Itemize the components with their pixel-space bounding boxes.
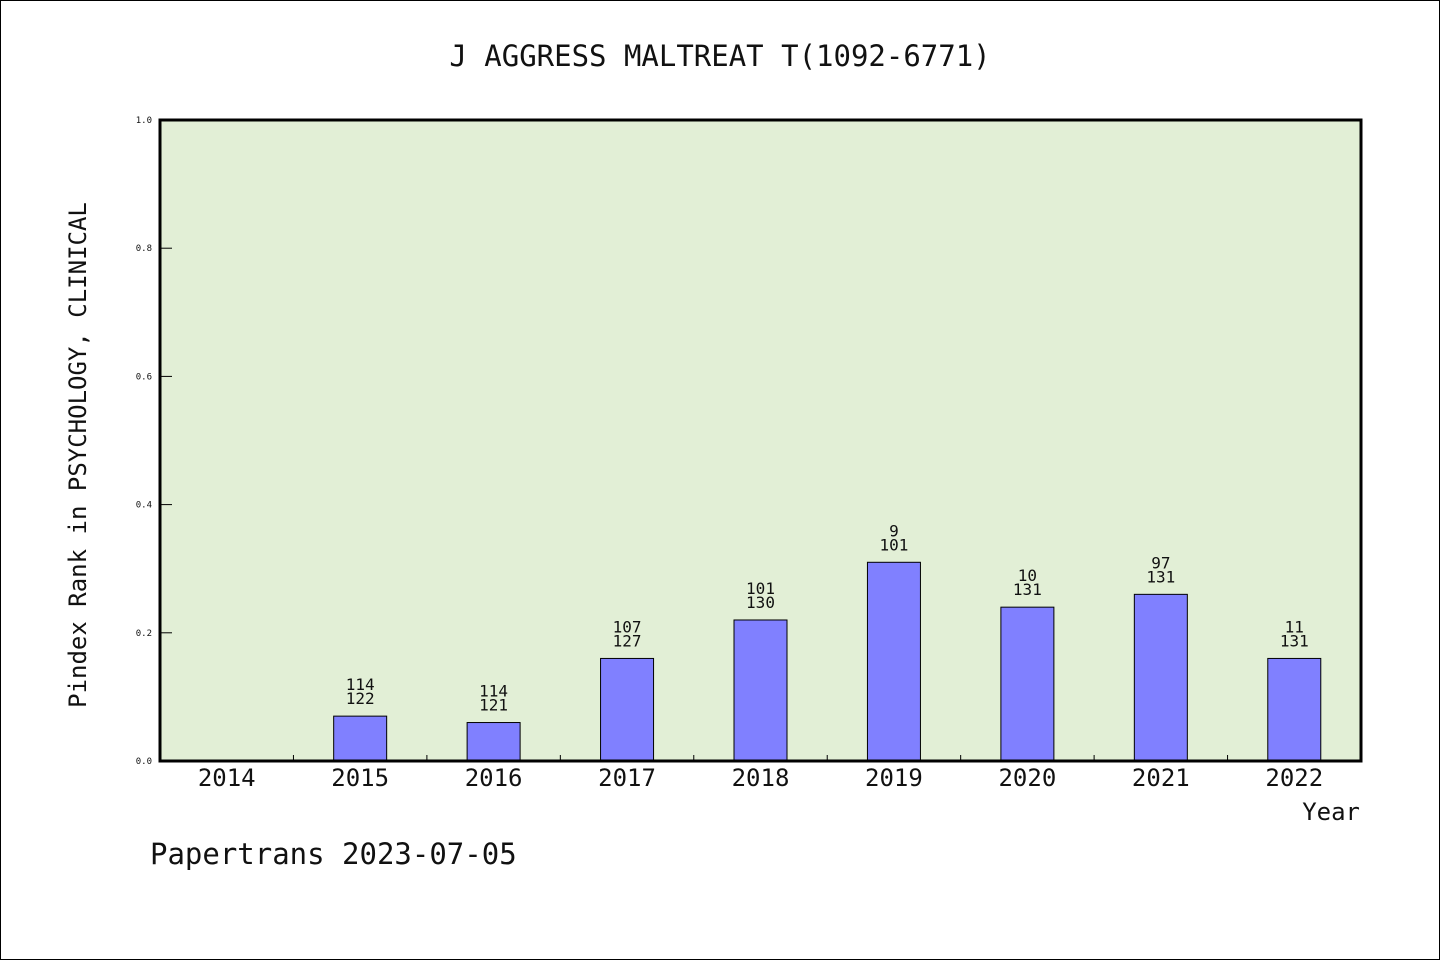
footer-text: Papertrans 2023-07-05 <box>150 837 517 871</box>
x-tick-label: 2016 <box>465 764 523 792</box>
bar-2022 <box>1267 657 1322 762</box>
bar-2015 <box>333 715 388 762</box>
total-label: 130 <box>746 593 775 612</box>
x-tick-label: 2015 <box>331 764 389 792</box>
plot-border <box>158 118 1363 763</box>
total-label: 127 <box>613 631 642 650</box>
total-label: 131 <box>1013 580 1042 599</box>
y-axis-label: Pindex Rank in PSYCHOLOGY, CLINICAL <box>64 202 92 708</box>
rank-label: 114 <box>479 682 508 701</box>
bar-2017 <box>600 657 655 762</box>
rank-label: 97 <box>1151 553 1170 572</box>
rank-label: 10 <box>1018 566 1037 585</box>
bar-2016 <box>466 722 521 762</box>
y-tick-label: 1.0 <box>136 116 152 126</box>
rank-label: 114 <box>346 675 375 694</box>
x-tick-label: 2018 <box>732 764 790 792</box>
y-tick-label: 0.4 <box>136 501 152 511</box>
y-tick-label: 0.0 <box>136 757 152 767</box>
bar-2021 <box>1133 593 1188 762</box>
y-tick-label: 0.8 <box>136 244 152 254</box>
x-tick-label: 2017 <box>598 764 656 792</box>
rank-label: 107 <box>613 617 642 636</box>
x-tick-label: 2022 <box>1265 764 1323 792</box>
total-label: 101 <box>879 535 908 554</box>
bar-2019 <box>866 561 921 762</box>
rank-label: 101 <box>746 579 775 598</box>
x-tick-label: 2021 <box>1132 764 1190 792</box>
x-axis-label: Year <box>1302 798 1360 826</box>
x-tick-label: 2020 <box>998 764 1056 792</box>
bar-2018 <box>733 619 788 762</box>
y-tick-label: 0.2 <box>136 629 152 639</box>
total-label: 131 <box>1146 567 1175 586</box>
total-label: 121 <box>479 696 508 715</box>
x-tick-label: 2014 <box>198 764 256 792</box>
x-tick-label: 2019 <box>865 764 923 792</box>
bar-2020 <box>1000 606 1055 762</box>
rank-label: 11 <box>1285 617 1304 636</box>
total-label: 122 <box>346 689 375 708</box>
chart-title: J AGGRESS MALTREAT T(1092-6771) <box>449 39 990 73</box>
total-label: 131 <box>1280 631 1309 650</box>
rank-label: 9 <box>889 521 899 540</box>
y-tick-label: 0.6 <box>136 372 152 382</box>
